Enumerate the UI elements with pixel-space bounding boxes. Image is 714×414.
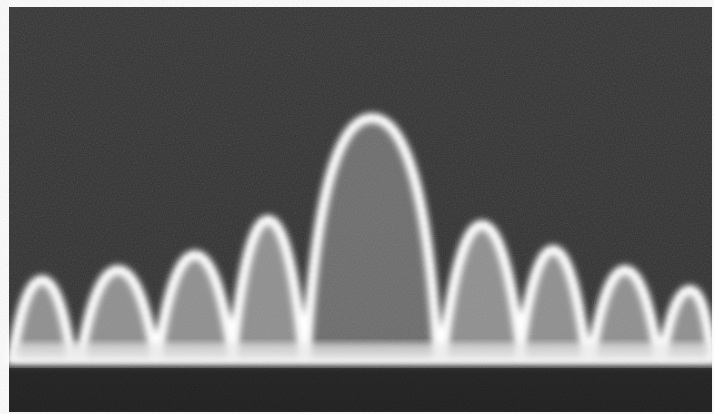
baseline-glow bbox=[14, 343, 710, 361]
lower-band bbox=[9, 368, 712, 412]
body: {} bbox=[0, 0, 714, 414]
photo bbox=[0, 0, 714, 414]
page: Signal trace html, body { margin: 0; pad… bbox=[0, 0, 714, 414]
